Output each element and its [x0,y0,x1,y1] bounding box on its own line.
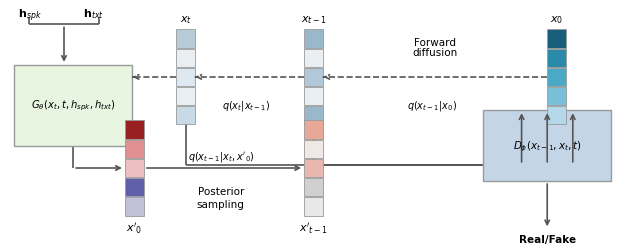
Bar [547,107,566,125]
Text: Posterior: Posterior [198,186,244,197]
Text: Forward: Forward [414,38,456,48]
Bar [304,178,323,197]
Text: $x_{t-1}$: $x_{t-1}$ [301,14,326,26]
Text: $x'_0$: $x'_0$ [126,220,143,235]
Bar [547,30,566,48]
Text: $x_t$: $x_t$ [180,14,191,26]
Text: $q(x_t|x_{t-1})$: $q(x_t|x_{t-1})$ [222,98,271,112]
FancyBboxPatch shape [14,66,132,146]
Bar [304,49,323,68]
Bar [304,140,323,158]
Bar [304,107,323,125]
Bar [125,121,144,139]
Bar [176,30,195,48]
FancyBboxPatch shape [483,111,611,181]
Text: $\mathbf{h}_{txt}$: $\mathbf{h}_{txt}$ [83,8,104,21]
Text: $x'_{t-1}$: $x'_{t-1}$ [300,220,328,235]
Text: $x_0$: $x_0$ [550,14,563,26]
Bar [176,107,195,125]
Text: sampling: sampling [197,199,244,209]
Text: Real/Fake: Real/Fake [518,234,576,244]
Bar [547,49,566,68]
Text: $q(x_{t-1}|x_0)$: $q(x_{t-1}|x_0)$ [407,98,457,112]
Bar [304,30,323,48]
Text: diffusion: diffusion [413,48,458,58]
Bar [547,69,566,87]
Bar [304,121,323,139]
Bar [304,198,323,216]
Bar [125,159,144,177]
Text: $G_{\theta}(x_t, t, h_{spk}, h_{txt})$: $G_{\theta}(x_t, t, h_{spk}, h_{txt})$ [31,99,116,113]
Bar [304,88,323,106]
Bar [304,69,323,87]
Bar [125,198,144,216]
Text: $\mathbf{h}_{spk}$: $\mathbf{h}_{spk}$ [18,8,42,24]
Bar [125,140,144,158]
Bar [176,69,195,87]
Bar [125,178,144,197]
Bar [176,88,195,106]
Bar [304,159,323,177]
Text: $D_{\phi}(x_{t-1}, x_t, t)$: $D_{\phi}(x_{t-1}, x_t, t)$ [513,139,582,153]
Bar [547,88,566,106]
Bar [176,49,195,68]
Text: $q(x_{t-1}|x_t, x'_0)$: $q(x_{t-1}|x_t, x'_0)$ [188,150,254,164]
